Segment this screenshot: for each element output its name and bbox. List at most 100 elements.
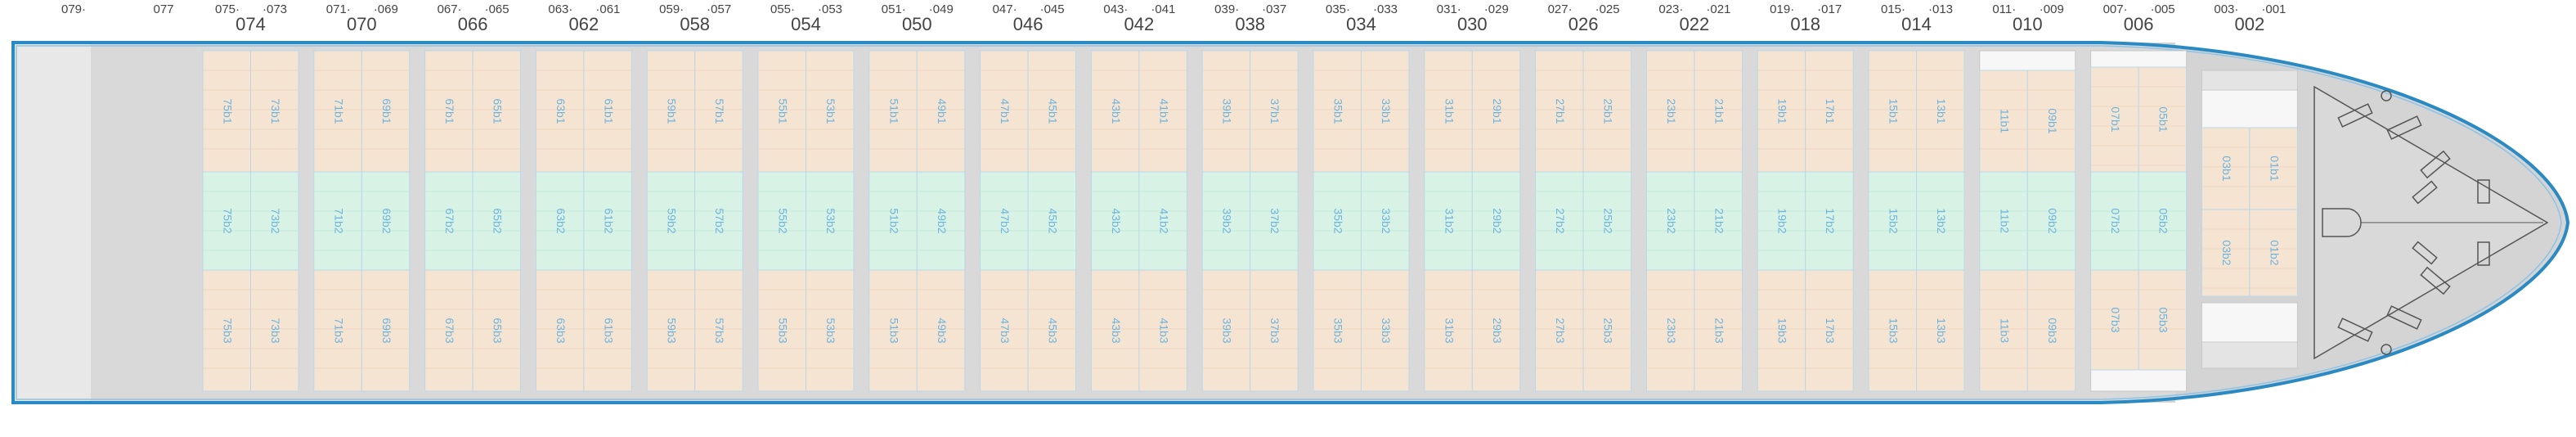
cell-label: 13b3 [1935, 318, 1948, 343]
bay-cell [916, 269, 966, 392]
bay-cell [313, 171, 362, 271]
bay-cell [2201, 127, 2251, 210]
cell-label: 25b2 [1602, 208, 1615, 233]
bay-cell [2026, 269, 2076, 392]
cell-label: 55b2 [777, 208, 790, 233]
bay-label: ·005 [2151, 2, 2175, 16]
cell-label: 17b3 [1824, 318, 1837, 343]
cell-label: 37b1 [1268, 98, 1281, 124]
cell-label: 23b2 [1665, 208, 1678, 233]
cell-label: 39b1 [1221, 98, 1234, 124]
cell-label: 45b2 [1047, 208, 1060, 233]
cell-label: 19b1 [1776, 98, 1789, 124]
bay-label: ·037 [1262, 2, 1286, 16]
bay-label: 047· [993, 2, 1017, 16]
bay-cell [250, 171, 299, 271]
bay-label: ·049 [929, 2, 954, 16]
cell-label: 61b1 [602, 98, 615, 124]
bay-cell [313, 50, 362, 173]
bay-cell [1868, 50, 1917, 173]
cell-label: 59b3 [666, 318, 679, 343]
deck-band [2201, 302, 2298, 343]
cell-label: 37b3 [1268, 318, 1281, 343]
cell-label: 71b1 [332, 98, 345, 124]
bay-number: 038 [1235, 14, 1265, 34]
bollards [2337, 103, 2490, 342]
cell-label: 19b3 [1776, 318, 1789, 343]
bay-label: ·073 [263, 2, 287, 16]
bay-cell [1805, 50, 1854, 173]
bay-number: 074 [236, 14, 266, 34]
bay-cell [757, 269, 806, 392]
bay-label: 077 [153, 2, 173, 16]
bay-cell [1201, 171, 1251, 271]
cell-label: 75b3 [222, 318, 235, 343]
bay-cell [1250, 269, 1299, 392]
bay-label: 079· [61, 2, 86, 16]
cell-label: 47b1 [999, 98, 1012, 124]
cell-label: 65b3 [491, 318, 505, 343]
deck-band [2201, 341, 2298, 369]
cell-label: 43b1 [1110, 98, 1123, 124]
bay-cell [1471, 50, 1521, 173]
bay-cell [361, 269, 411, 392]
bay-cell [202, 269, 251, 392]
cell-label: 51b1 [887, 98, 900, 124]
bay-cell [1471, 269, 1521, 392]
cell-label: 65b2 [491, 208, 505, 233]
cell-label: 35b2 [1332, 208, 1345, 233]
bay-cell [2201, 209, 2251, 297]
bay-cell [2249, 209, 2298, 297]
cell-label: 53b3 [824, 318, 837, 343]
bay-label: ·025 [1595, 2, 1620, 16]
bay-label: 039· [1214, 2, 1239, 16]
bay-label: 043· [1103, 2, 1128, 16]
bay-cell [1090, 171, 1140, 271]
bay-cell [1868, 269, 1917, 392]
bay-cell [583, 171, 632, 271]
bay-number: 014 [1901, 14, 1932, 34]
cell-label: 47b3 [999, 318, 1012, 343]
bay-cell [1535, 269, 1584, 392]
bay-label: 003· [2214, 2, 2238, 16]
cell-label: 57b3 [713, 318, 726, 343]
bay-cell [1645, 269, 1695, 392]
cell-label: 09b1 [2046, 108, 2059, 133]
bay-label: 067· [438, 2, 462, 16]
bay-cell [980, 171, 1029, 271]
cell-label: 47b2 [999, 208, 1012, 233]
bay-number: 002 [2235, 14, 2265, 34]
deck-band [2090, 369, 2188, 392]
bay-cell [535, 269, 585, 392]
cell-label: 05b1 [2157, 106, 2170, 132]
cell-label: 01b2 [2268, 240, 2281, 265]
bay-cell [2138, 66, 2188, 173]
bay-label: ·017 [1817, 2, 1842, 16]
cell-label: 29b2 [1491, 208, 1504, 233]
bay-cell [646, 269, 696, 392]
hawse [2381, 90, 2392, 101]
bay-cell [1313, 269, 1362, 392]
cell-label: 31b1 [1443, 98, 1456, 124]
bay-number: 018 [1790, 14, 1820, 34]
cell-label: 65b1 [491, 98, 505, 124]
bay-cell [1361, 171, 1410, 271]
bay-cell [1027, 171, 1077, 271]
bay-label: ·053 [818, 2, 842, 16]
cell-label: 21b1 [1712, 98, 1726, 124]
cell-label: 33b1 [1380, 98, 1393, 124]
bay-label: 051· [882, 2, 906, 16]
windlass [2322, 208, 2362, 237]
cell-label: 09b2 [2046, 208, 2059, 233]
cell-label: 71b3 [332, 318, 345, 343]
bay-cell [757, 50, 806, 173]
bay-cell [361, 171, 411, 271]
cell-label: 49b1 [936, 98, 949, 124]
cell-label: 17b1 [1824, 98, 1837, 124]
deck-band [2090, 50, 2188, 68]
bay-label: 063· [548, 2, 572, 16]
cell-label: 43b2 [1110, 208, 1123, 233]
bay-cell [2090, 269, 2139, 371]
cell-label: 17b2 [1824, 208, 1837, 233]
bay-label: ·065 [485, 2, 509, 16]
